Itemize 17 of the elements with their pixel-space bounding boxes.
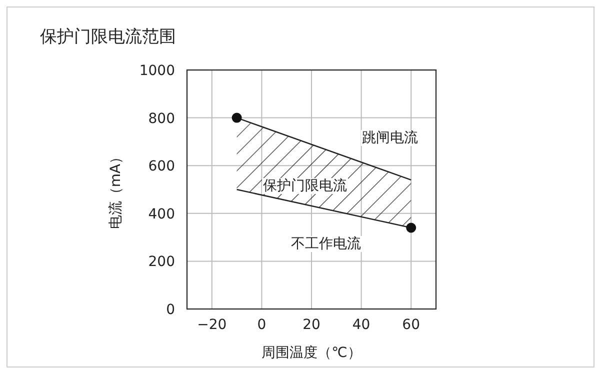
- chart-title: 保护门限电流范围: [40, 27, 176, 47]
- annotation: 保护门限电流: [263, 178, 347, 194]
- annotation: 不工作电流: [291, 236, 361, 252]
- x-tick-label: 0: [257, 317, 266, 333]
- x-axis-title: 周围温度（℃）: [262, 345, 362, 361]
- x-tick-label: −20: [197, 317, 227, 333]
- x-tick-label: 40: [352, 317, 370, 333]
- x-tick-label: 60: [402, 317, 420, 333]
- annotation: 跳闸电流: [362, 130, 418, 146]
- y-tick-label: 200: [148, 254, 175, 270]
- x-tick-label: 20: [302, 317, 320, 333]
- y-tick-label: 0: [166, 302, 175, 318]
- y-tick-label: 600: [148, 158, 175, 175]
- y-tick-label: 1000: [139, 63, 175, 79]
- y-axis-title: 电流（mA）: [108, 150, 124, 230]
- y-tick-label: 800: [148, 110, 175, 127]
- y-tick-label: 400: [148, 206, 175, 222]
